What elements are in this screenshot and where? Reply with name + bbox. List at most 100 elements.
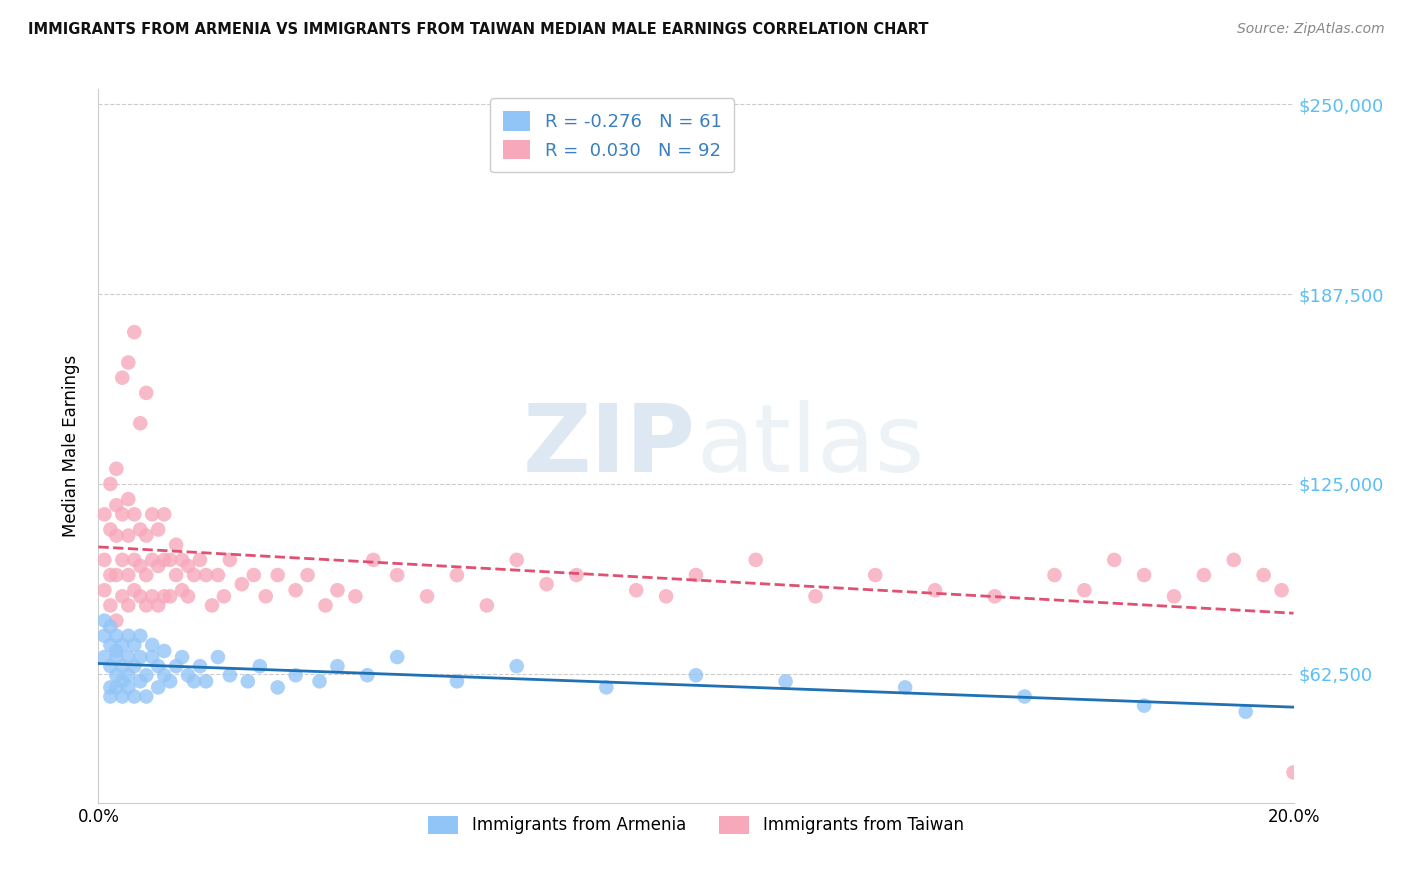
- Point: [894, 681, 917, 695]
- Point: [129, 650, 152, 665]
- Point: [188, 553, 211, 567]
- Point: [207, 568, 229, 582]
- Point: [111, 553, 134, 567]
- Point: [219, 668, 242, 682]
- Point: [183, 674, 205, 689]
- Point: [775, 674, 797, 689]
- Point: [475, 599, 498, 613]
- Point: [315, 599, 337, 613]
- Point: [93, 629, 115, 643]
- Point: [249, 659, 271, 673]
- Point: [105, 462, 128, 476]
- Point: [98, 523, 122, 537]
- Point: [129, 590, 152, 604]
- Point: [506, 553, 529, 567]
- Text: ZIP: ZIP: [523, 400, 696, 492]
- Point: [1043, 568, 1066, 582]
- Point: [129, 523, 152, 537]
- Point: [135, 568, 157, 582]
- Point: [326, 583, 349, 598]
- Point: [117, 629, 139, 643]
- Point: [326, 659, 349, 673]
- Point: [129, 629, 152, 643]
- Point: [188, 659, 211, 673]
- Point: [1223, 553, 1246, 567]
- Point: [153, 553, 176, 567]
- Point: [135, 668, 157, 682]
- Point: [105, 498, 128, 512]
- Point: [1133, 568, 1156, 582]
- Point: [105, 668, 128, 682]
- Point: [135, 528, 157, 542]
- Point: [153, 590, 176, 604]
- Point: [124, 583, 146, 598]
- Point: [93, 508, 115, 522]
- Y-axis label: Median Male Earnings: Median Male Earnings: [62, 355, 80, 537]
- Point: [165, 659, 187, 673]
- Point: [124, 638, 146, 652]
- Point: [124, 508, 146, 522]
- Point: [685, 568, 707, 582]
- Point: [117, 355, 139, 369]
- Point: [129, 416, 152, 430]
- Point: [135, 385, 157, 400]
- Point: [148, 558, 170, 573]
- Point: [117, 492, 139, 507]
- Point: [506, 659, 529, 673]
- Point: [655, 590, 678, 604]
- Point: [1282, 765, 1305, 780]
- Point: [98, 599, 122, 613]
- Point: [98, 620, 122, 634]
- Point: [1014, 690, 1036, 704]
- Point: [129, 674, 152, 689]
- Point: [1163, 590, 1185, 604]
- Point: [105, 614, 128, 628]
- Point: [98, 568, 122, 582]
- Point: [117, 568, 139, 582]
- Point: [865, 568, 887, 582]
- Point: [124, 659, 146, 673]
- Point: [172, 583, 194, 598]
- Point: [148, 523, 170, 537]
- Point: [1192, 568, 1215, 582]
- Point: [159, 590, 181, 604]
- Point: [135, 599, 157, 613]
- Point: [93, 614, 115, 628]
- Point: [565, 568, 588, 582]
- Point: [344, 590, 367, 604]
- Point: [172, 553, 194, 567]
- Point: [141, 638, 163, 652]
- Point: [267, 681, 290, 695]
- Point: [124, 553, 146, 567]
- Point: [207, 650, 229, 665]
- Point: [595, 681, 617, 695]
- Text: atlas: atlas: [696, 400, 924, 492]
- Point: [148, 659, 170, 673]
- Point: [177, 558, 200, 573]
- Point: [141, 508, 163, 522]
- Point: [385, 650, 409, 665]
- Point: [105, 568, 128, 582]
- Point: [446, 568, 468, 582]
- Point: [111, 508, 134, 522]
- Point: [1104, 553, 1126, 567]
- Point: [177, 590, 200, 604]
- Legend: Immigrants from Armenia, Immigrants from Taiwan: Immigrants from Armenia, Immigrants from…: [419, 805, 973, 845]
- Point: [165, 568, 187, 582]
- Point: [159, 553, 181, 567]
- Point: [308, 674, 330, 689]
- Point: [284, 668, 307, 682]
- Point: [236, 674, 259, 689]
- Point: [804, 590, 827, 604]
- Point: [685, 668, 707, 682]
- Point: [254, 590, 277, 604]
- Point: [1271, 583, 1294, 598]
- Point: [105, 528, 128, 542]
- Point: [195, 674, 218, 689]
- Point: [98, 477, 122, 491]
- Point: [117, 599, 139, 613]
- Point: [984, 590, 1007, 604]
- Point: [124, 325, 146, 339]
- Point: [165, 538, 187, 552]
- Point: [153, 644, 176, 658]
